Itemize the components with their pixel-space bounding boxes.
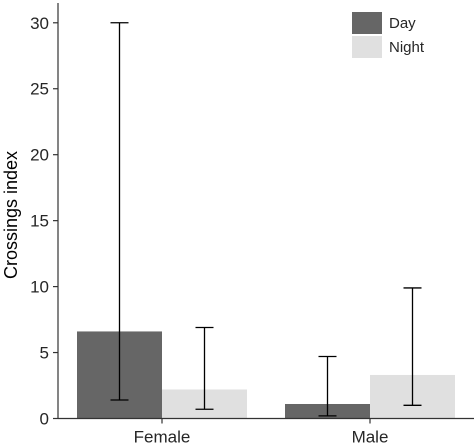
x-tick-label: Female: [134, 428, 191, 445]
y-tick-label: 15: [30, 212, 49, 231]
y-axis-title: Crossings index: [1, 151, 21, 279]
y-tick-label: 0: [40, 410, 49, 429]
x-tick-label: Male: [352, 428, 389, 445]
legend: Day Night: [352, 12, 425, 58]
y-axis-ticks: 0 5 10 15 20 25 30: [30, 14, 58, 429]
y-tick-label: 30: [30, 14, 49, 33]
x-axis-ticks: Female Male: [134, 418, 389, 445]
legend-label-night: Night: [389, 39, 425, 56]
y-tick-label: 10: [30, 278, 49, 297]
legend-swatch-night: [352, 36, 382, 58]
bars-layer: [77, 331, 455, 419]
y-tick-label: 25: [30, 80, 49, 99]
y-tick-label: 5: [40, 344, 49, 363]
legend-label-day: Day: [389, 15, 416, 32]
y-tick-label: 20: [30, 146, 49, 165]
error-bars-layer: [110, 22, 422, 417]
legend-swatch-day: [352, 12, 382, 34]
